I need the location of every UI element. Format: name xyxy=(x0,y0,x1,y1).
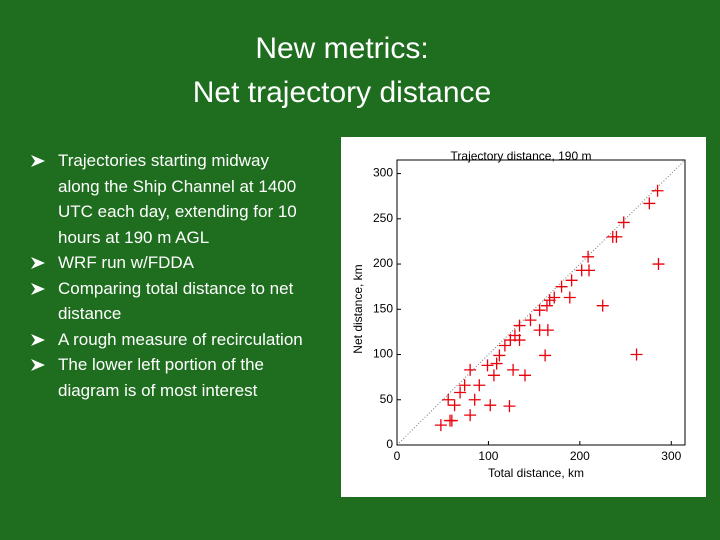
x-tick-label: 0 xyxy=(394,449,401,463)
x-tick-label: 300 xyxy=(661,449,681,463)
y-tick-label: 100 xyxy=(373,347,393,361)
point xyxy=(539,349,552,362)
y-axis-label: Net distance, km xyxy=(351,264,365,353)
bullet-text: Comparing total distance to net distance xyxy=(58,278,294,324)
chart: Trajectory distance, 190 m Total distanc… xyxy=(341,137,706,497)
point xyxy=(503,400,516,413)
bullet-text: Trajectories starting midway along the S… xyxy=(58,151,297,247)
point xyxy=(507,363,520,376)
bullet-arrow xyxy=(31,282,45,295)
point xyxy=(442,393,455,406)
bullet-arrow xyxy=(31,257,45,269)
point xyxy=(543,294,556,307)
point xyxy=(445,414,458,427)
point xyxy=(596,299,609,312)
point xyxy=(490,357,503,370)
point xyxy=(617,216,630,229)
point xyxy=(651,184,664,197)
y-tick-label: 150 xyxy=(373,301,393,315)
point xyxy=(473,379,486,392)
point xyxy=(582,250,595,263)
point xyxy=(487,369,500,382)
bullet: WRF run w/FDDA xyxy=(30,250,312,276)
x-tick-label: 100 xyxy=(478,449,498,463)
point xyxy=(481,359,494,372)
identity-line xyxy=(396,159,686,446)
point xyxy=(448,399,461,412)
point xyxy=(533,324,546,337)
point xyxy=(464,363,477,376)
point xyxy=(458,379,471,392)
x-tick-label: 200 xyxy=(570,449,590,463)
plot-area xyxy=(396,159,686,446)
point xyxy=(513,334,526,347)
point xyxy=(555,280,568,293)
y-tick-label: 250 xyxy=(373,211,393,225)
y-tick-label: 50 xyxy=(380,392,394,406)
bullet: Comparing total distance to net distance xyxy=(30,276,312,327)
slide-title: New metrics: xyxy=(255,32,429,65)
point xyxy=(606,230,619,243)
y-tick-label: 0 xyxy=(386,437,393,451)
point xyxy=(498,339,511,352)
point xyxy=(464,409,477,422)
bullet-text: A rough measure of recirculation xyxy=(58,329,303,349)
bullet-arrow xyxy=(31,155,45,167)
bullet: Trajectories starting midway along the S… xyxy=(30,148,312,250)
bullet-arrow xyxy=(31,359,45,371)
point xyxy=(519,369,531,382)
point xyxy=(454,386,467,399)
bullet-list: Trajectories starting midway along the S… xyxy=(30,148,312,403)
point xyxy=(643,197,656,210)
point xyxy=(513,319,526,332)
bullet: The lower left portion of the diagram is… xyxy=(30,352,312,403)
chart-title: Trajectory distance, 190 m xyxy=(451,149,592,163)
bullet: A rough measure of recirculation xyxy=(30,327,312,353)
point xyxy=(563,291,576,304)
slide-title: Net trajectory distance xyxy=(192,76,492,109)
y-tick-label: 200 xyxy=(373,256,393,270)
point xyxy=(540,299,553,312)
point xyxy=(524,314,537,327)
bullet-arrow xyxy=(31,333,45,346)
point xyxy=(583,264,595,277)
point xyxy=(468,393,481,406)
y-tick-label: 300 xyxy=(373,166,393,180)
point xyxy=(533,304,546,317)
bullet-text: The lower left portion of the diagram is… xyxy=(58,355,265,400)
point xyxy=(493,349,506,362)
point xyxy=(630,348,643,361)
point xyxy=(652,258,665,271)
point xyxy=(434,419,447,432)
bullet-text: WRF run w/FDDA xyxy=(58,253,194,272)
point xyxy=(484,399,497,412)
point xyxy=(565,274,578,287)
x-axis-label: Total distance, km xyxy=(488,466,584,480)
